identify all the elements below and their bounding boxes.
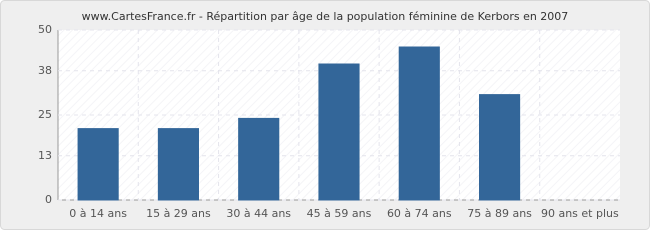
x-tick-label: 90 ans et plus	[541, 207, 619, 220]
y-tick-label: 38	[38, 64, 52, 77]
bar	[238, 117, 280, 201]
bar	[77, 128, 119, 201]
x-tick-label: 45 à 59 ans	[307, 207, 372, 220]
x-tick-label: 60 à 74 ans	[387, 207, 452, 220]
chart: www.CartesFrance.fr - Répartition par âg…	[0, 0, 650, 230]
y-tick-label: 50	[38, 23, 52, 36]
y-tick-label: 13	[38, 149, 52, 162]
y-tick-label: 0	[45, 193, 52, 206]
bar	[318, 63, 360, 201]
x-tick-label: 0 à 14 ans	[69, 207, 127, 220]
x-tick-label: 30 à 44 ans	[226, 207, 291, 220]
bar	[398, 46, 440, 201]
y-tick-label: 25	[38, 108, 52, 121]
bar	[157, 128, 200, 201]
bar	[479, 94, 521, 201]
x-tick-label: 15 à 29 ans	[146, 207, 211, 220]
x-tick-label: 75 à 89 ans	[467, 207, 532, 220]
chart-title: www.CartesFrance.fr - Répartition par âg…	[82, 10, 569, 23]
